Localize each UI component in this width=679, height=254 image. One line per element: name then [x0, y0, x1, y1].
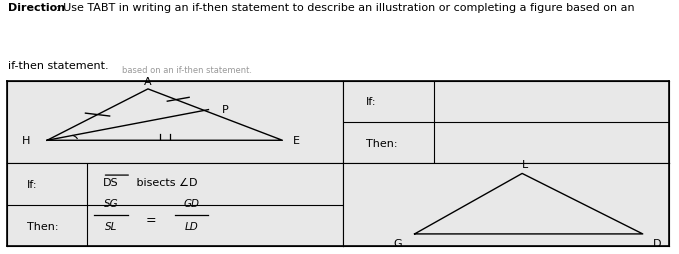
Text: P: P: [222, 104, 229, 114]
Text: SL: SL: [105, 221, 117, 232]
Text: E: E: [293, 136, 299, 146]
Text: GD: GD: [183, 198, 200, 208]
Text: Then:: Then:: [27, 221, 58, 231]
Text: L: L: [522, 160, 528, 170]
Text: bisects ∠D: bisects ∠D: [133, 177, 198, 187]
Text: DS: DS: [103, 177, 118, 187]
Text: Direction: Direction: [8, 3, 65, 12]
Text: LD: LD: [185, 221, 198, 232]
Text: A: A: [144, 76, 152, 86]
Text: If:: If:: [27, 180, 37, 189]
Text: G: G: [393, 238, 401, 248]
Text: SG: SG: [104, 198, 118, 208]
Text: Then:: Then:: [366, 138, 397, 148]
Text: H: H: [22, 136, 31, 146]
Text: if-then statement.: if-then statement.: [8, 61, 109, 71]
Text: If:: If:: [366, 97, 376, 107]
Text: based on an if-then statement.: based on an if-then statement.: [122, 66, 252, 75]
Text: =: =: [146, 214, 157, 226]
Text: : Use TABT in writing an if-then statement to describe an illustration or comple: : Use TABT in writing an if-then stateme…: [56, 3, 634, 12]
Text: D: D: [653, 238, 661, 248]
